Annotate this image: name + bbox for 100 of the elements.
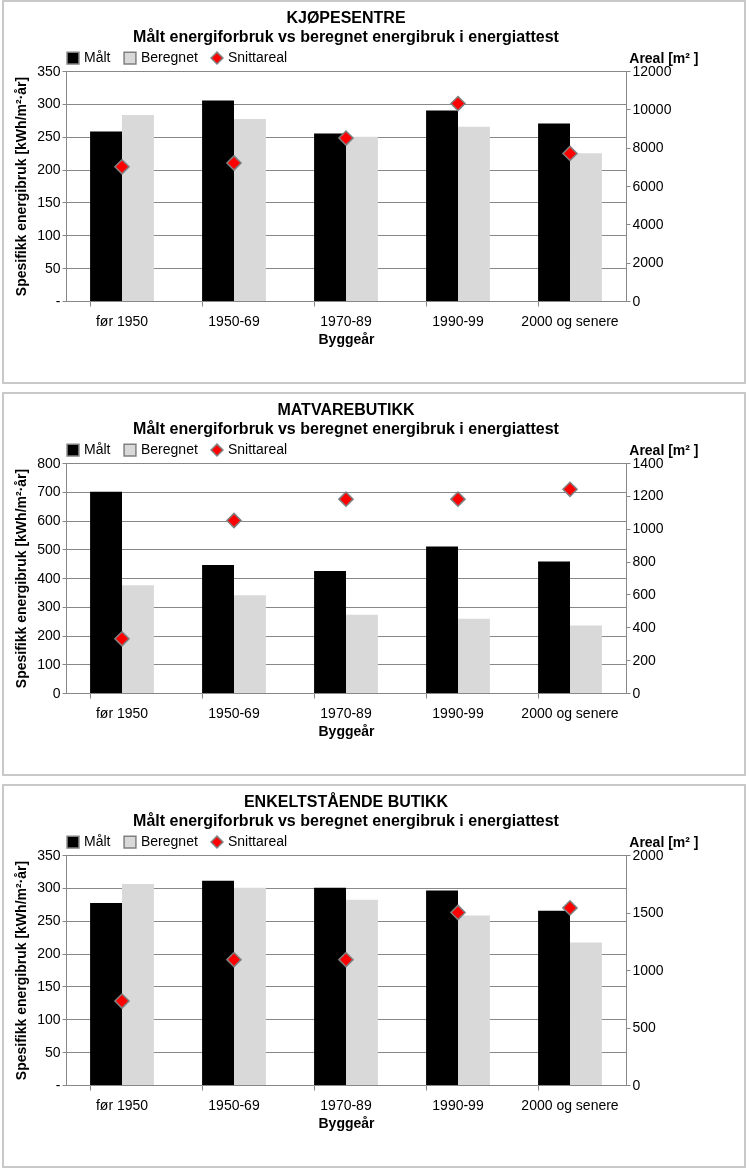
y2-tick-label: 200 — [632, 651, 657, 668]
x-axis-title: Byggeår — [318, 330, 376, 347]
point — [338, 951, 354, 968]
point — [450, 491, 466, 507]
y2-axis-title: Areal [m² ] — [629, 49, 699, 66]
bar — [314, 887, 346, 1085]
legend-label: Snittareal — [228, 49, 288, 66]
bar — [570, 625, 602, 693]
y2-tick-label: 0 — [632, 292, 641, 309]
bar — [122, 115, 154, 301]
y2-tick-label: 4000 — [632, 215, 664, 232]
x-tick-label: 2000 og senere — [521, 704, 619, 721]
bar — [570, 153, 602, 301]
x-axis-title: Byggeår — [318, 1114, 376, 1131]
y-tick-label: 150 — [37, 193, 61, 210]
bar — [346, 136, 378, 301]
bar — [122, 883, 154, 1085]
y2-tick-label: 0 — [632, 684, 641, 701]
bar — [538, 123, 570, 301]
bar — [90, 491, 122, 693]
x-tick-label: 1990-99 — [432, 312, 484, 329]
x-tick-label: før 1950 — [95, 312, 149, 329]
y-axis-title: Spesifikk energibruk [kWh/m²·år] — [13, 76, 30, 297]
bar — [90, 902, 122, 1085]
y-tick-label: 200 — [37, 161, 61, 178]
y-tick-label: 0 — [52, 684, 61, 701]
bar — [314, 571, 346, 693]
chart-subtitle: Målt energiforbruk vs beregnet energibruk i energiattest — [133, 420, 560, 437]
y-tick-label: 50 — [44, 259, 61, 276]
bar — [90, 131, 122, 301]
bar — [122, 585, 154, 693]
x-tick-label: 1970-89 — [320, 1096, 372, 1113]
point — [562, 900, 578, 916]
y-tick-label: 300 — [37, 95, 61, 112]
bar — [234, 887, 266, 1085]
y-tick-label: 300 — [37, 598, 61, 615]
x-tick-label: 1950-69 — [208, 704, 260, 721]
y-tick-label: 350 — [37, 62, 61, 79]
point — [226, 951, 242, 968]
legend-label: Målt — [84, 49, 111, 66]
y2-tick-label: 8000 — [632, 139, 664, 156]
x-tick-label: 1990-99 — [432, 704, 484, 721]
legend-label: Beregnet — [141, 49, 198, 66]
y2-tick-label: 2000 — [632, 254, 664, 271]
bar — [538, 910, 570, 1085]
legend-label: Målt — [84, 833, 111, 850]
x-tick-label: 1970-89 — [320, 312, 372, 329]
bar — [202, 565, 234, 693]
x-tick-label: 1990-99 — [432, 1096, 484, 1113]
point — [114, 159, 130, 175]
legend-label: Beregnet — [141, 441, 198, 458]
bar — [538, 561, 570, 693]
y2-tick-label: 1000 — [632, 520, 664, 537]
point — [226, 512, 242, 529]
y2-tick-label: 0 — [632, 1076, 641, 1093]
y-tick-label: 500 — [37, 540, 61, 557]
y2-tick-label: 800 — [632, 553, 657, 570]
y-tick-label: 100 — [37, 1010, 61, 1027]
legend-label: Målt — [84, 441, 111, 458]
y-tick-label: 150 — [37, 977, 61, 994]
x-tick-label: 2000 og senere — [521, 312, 619, 329]
legend-label: Snittareal — [228, 833, 288, 850]
point — [562, 481, 578, 498]
y-tick-label: 250 — [37, 912, 61, 929]
bar — [346, 899, 378, 1085]
legend-label: Snittareal — [228, 441, 288, 458]
bar — [202, 100, 234, 301]
y-tick-label: 700 — [37, 483, 61, 500]
y2-tick-label: 1500 — [632, 904, 664, 920]
y2-tick-label: 600 — [632, 585, 657, 602]
chart-title: KJØPESENTRE — [286, 9, 406, 26]
bar — [458, 915, 490, 1085]
point — [338, 130, 354, 146]
bar — [458, 126, 490, 301]
legend-label: Beregnet — [141, 833, 198, 850]
y-tick-label: 250 — [37, 128, 61, 145]
point — [450, 95, 466, 112]
y2-tick-label: 1000 — [632, 961, 664, 978]
x-tick-label: før 1950 — [95, 1096, 149, 1113]
chart-subtitle: Målt energiforbruk vs beregnet energibruk i energiattest — [133, 28, 560, 45]
y-tick-label: 50 — [44, 1043, 61, 1060]
y-tick-label: 300 — [37, 879, 61, 896]
y-tick-label: 400 — [37, 569, 61, 586]
bar — [426, 890, 458, 1085]
bar — [426, 110, 458, 301]
y2-tick-label: 500 — [632, 1019, 657, 1035]
y-axis-title: Spesifikk energibruk [kWh/m²·år] — [13, 468, 30, 689]
chart-title: ENKELTSTÅENDE BUTIKK — [243, 792, 449, 810]
chart-title: MATVAREBUTIKK — [277, 401, 416, 418]
x-tick-label: 1970-89 — [320, 704, 372, 721]
point — [338, 491, 354, 507]
point — [562, 145, 578, 162]
chart-subtitle: Målt energiforbruk vs beregnet energibruk i energiattest — [133, 812, 560, 829]
bar — [426, 546, 458, 693]
bar — [314, 133, 346, 301]
bar — [234, 118, 266, 301]
y-tick-label: 600 — [37, 512, 61, 528]
y2-tick-label: 400 — [632, 618, 657, 635]
x-tick-label: 2000 og senere — [521, 1096, 619, 1113]
bar — [202, 880, 234, 1085]
